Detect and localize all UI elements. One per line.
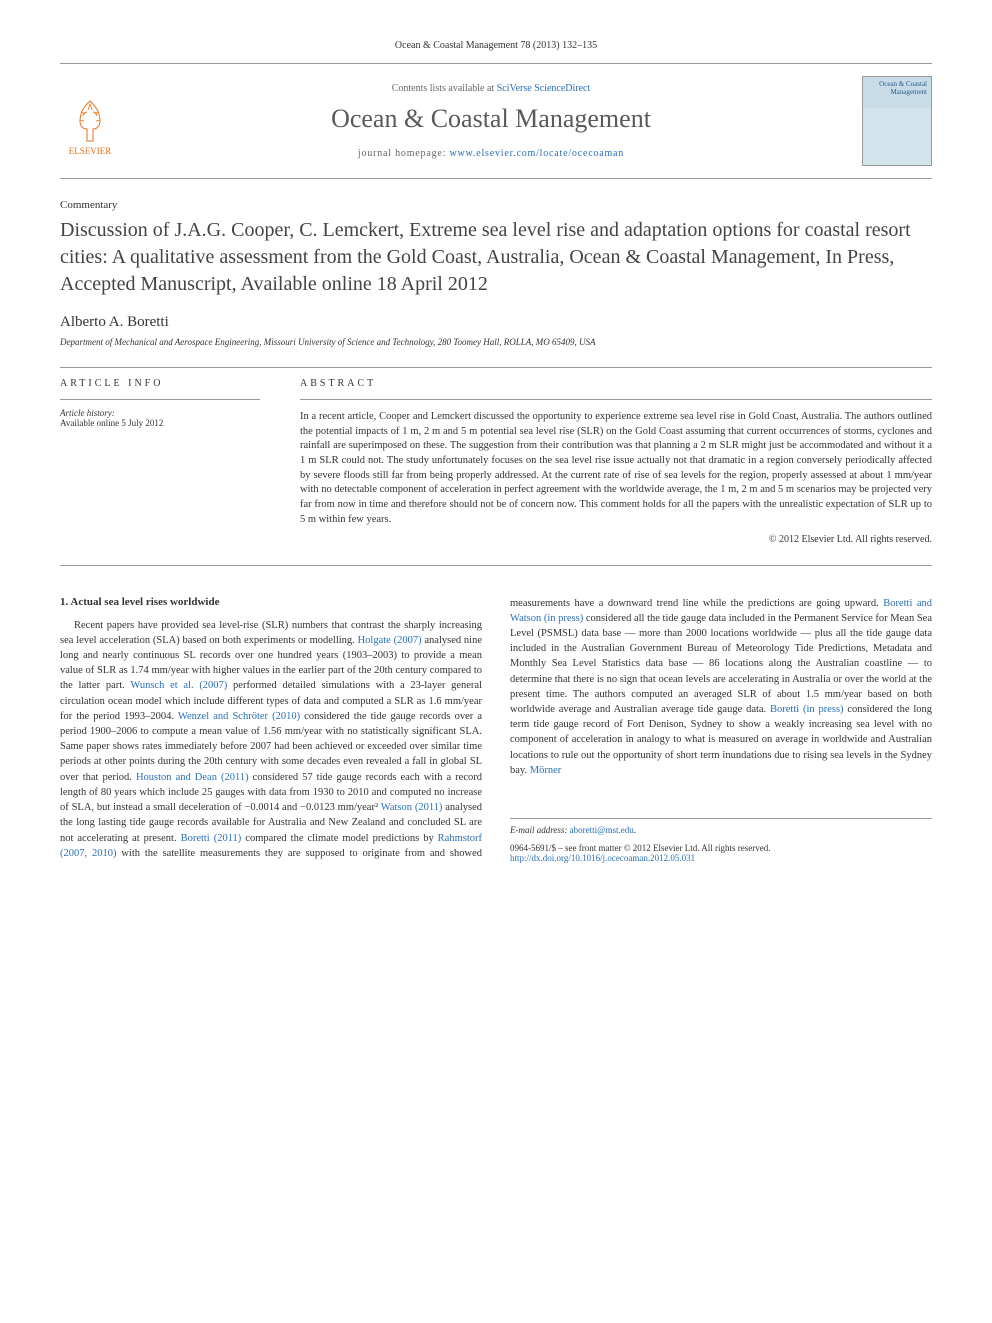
abstract-text: In a recent article, Cooper and Lemckert… xyxy=(300,410,932,528)
divider xyxy=(60,399,260,400)
citation[interactable]: Mörner xyxy=(530,765,562,776)
history-value: Available online 5 July 2012 xyxy=(60,418,260,428)
citation[interactable]: Boretti (2011) xyxy=(181,833,242,844)
citation[interactable]: Houston and Dean (2011) xyxy=(136,772,249,783)
article-info-block: ARTICLE INFO Article history: Available … xyxy=(60,378,260,545)
divider xyxy=(60,367,932,368)
page: Ocean & Coastal Management 78 (2013) 132… xyxy=(0,0,992,903)
divider xyxy=(300,399,932,400)
meta-row: ARTICLE INFO Article history: Available … xyxy=(60,378,932,545)
citation[interactable]: Watson (2011) xyxy=(381,802,443,813)
homepage-link[interactable]: www.elsevier.com/locate/ocecoaman xyxy=(450,148,625,159)
history-label: Article history: xyxy=(60,408,260,418)
masthead-center: Contents lists available at SciVerse Sci… xyxy=(140,83,842,159)
article-title: Discussion of J.A.G. Cooper, C. Lemckert… xyxy=(60,217,932,298)
citation[interactable]: Boretti (in press) xyxy=(770,704,844,715)
citation[interactable]: Wunsch et al. (2007) xyxy=(130,680,227,691)
email-link[interactable]: aboretti@mst.edu xyxy=(570,825,634,835)
citation[interactable]: Rahmstorf (2007, 2010) xyxy=(60,833,482,859)
copyright-line: © 2012 Elsevier Ltd. All rights reserved… xyxy=(300,534,932,545)
contents-line: Contents lists available at SciVerse Sci… xyxy=(140,83,842,94)
email-label: E-mail address: xyxy=(510,825,570,835)
contents-prefix: Contents lists available at xyxy=(392,83,497,94)
author-affiliation: Department of Mechanical and Aerospace E… xyxy=(60,337,932,347)
homepage-line: journal homepage: www.elsevier.com/locat… xyxy=(140,148,842,159)
homepage-prefix: journal homepage: xyxy=(358,148,450,159)
citation[interactable]: Wenzel and Schröter (2010) xyxy=(178,711,300,722)
elsevier-tree-icon xyxy=(65,96,115,146)
contents-link[interactable]: SciVerse ScienceDirect xyxy=(497,83,591,94)
publisher-logo: ELSEVIER xyxy=(60,86,120,156)
footnotes: E-mail address: aboretti@mst.edu. 0964-5… xyxy=(510,818,932,863)
citation[interactable]: Holgate (2007) xyxy=(358,635,422,646)
journal-name: Ocean & Coastal Management xyxy=(140,104,842,134)
cover-title: Ocean & Coastal Management xyxy=(867,81,927,96)
body-columns: 1. Actual sea level rises worldwide Rece… xyxy=(60,596,932,864)
section-heading: 1. Actual sea level rises worldwide xyxy=(60,596,482,608)
author-name: Alberto A. Boretti xyxy=(60,314,932,331)
email-footnote: E-mail address: aboretti@mst.edu. xyxy=(510,825,932,835)
doi-line: http://dx.doi.org/10.1016/j.ocecoaman.20… xyxy=(510,853,932,863)
article-info-heading: ARTICLE INFO xyxy=(60,378,260,389)
header-citation: Ocean & Coastal Management 78 (2013) 132… xyxy=(60,40,932,51)
publisher-name: ELSEVIER xyxy=(69,146,112,156)
front-matter-line: 0964-5691/$ – see front matter © 2012 El… xyxy=(510,843,932,853)
divider xyxy=(60,565,932,566)
journal-cover-thumbnail: Ocean & Coastal Management xyxy=(862,76,932,166)
citation[interactable]: Boretti and Watson (in press) xyxy=(510,598,932,624)
article-type: Commentary xyxy=(60,199,932,211)
masthead: ELSEVIER Contents lists available at Sci… xyxy=(60,63,932,179)
abstract-block: ABSTRACT In a recent article, Cooper and… xyxy=(300,378,932,545)
doi-link[interactable]: http://dx.doi.org/10.1016/j.ocecoaman.20… xyxy=(510,853,695,863)
abstract-heading: ABSTRACT xyxy=(300,378,932,389)
